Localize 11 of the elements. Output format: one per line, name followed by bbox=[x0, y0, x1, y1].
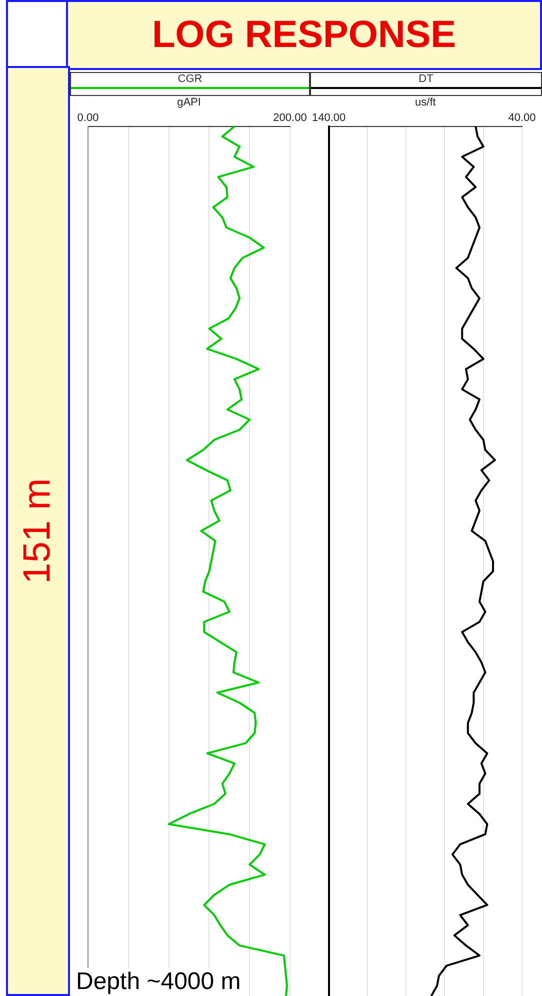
x-tick-label: 0.00 bbox=[77, 112, 99, 124]
x-axis-title: us/ft bbox=[415, 96, 436, 109]
annotation: Depth ~4000 m bbox=[74, 968, 243, 996]
x-tick-label: 200.00 bbox=[273, 112, 307, 124]
text: CGR bbox=[176, 73, 204, 86]
chart-title: LOG RESPONSE bbox=[66, 0, 542, 70]
text: DT bbox=[418, 73, 434, 86]
x-axis-title: gAPI bbox=[177, 96, 201, 109]
x-tick-label: 140.00 bbox=[312, 112, 346, 124]
y-axis-title: 151 m bbox=[16, 478, 60, 584]
x-tick-label: 40.00 bbox=[508, 112, 536, 124]
